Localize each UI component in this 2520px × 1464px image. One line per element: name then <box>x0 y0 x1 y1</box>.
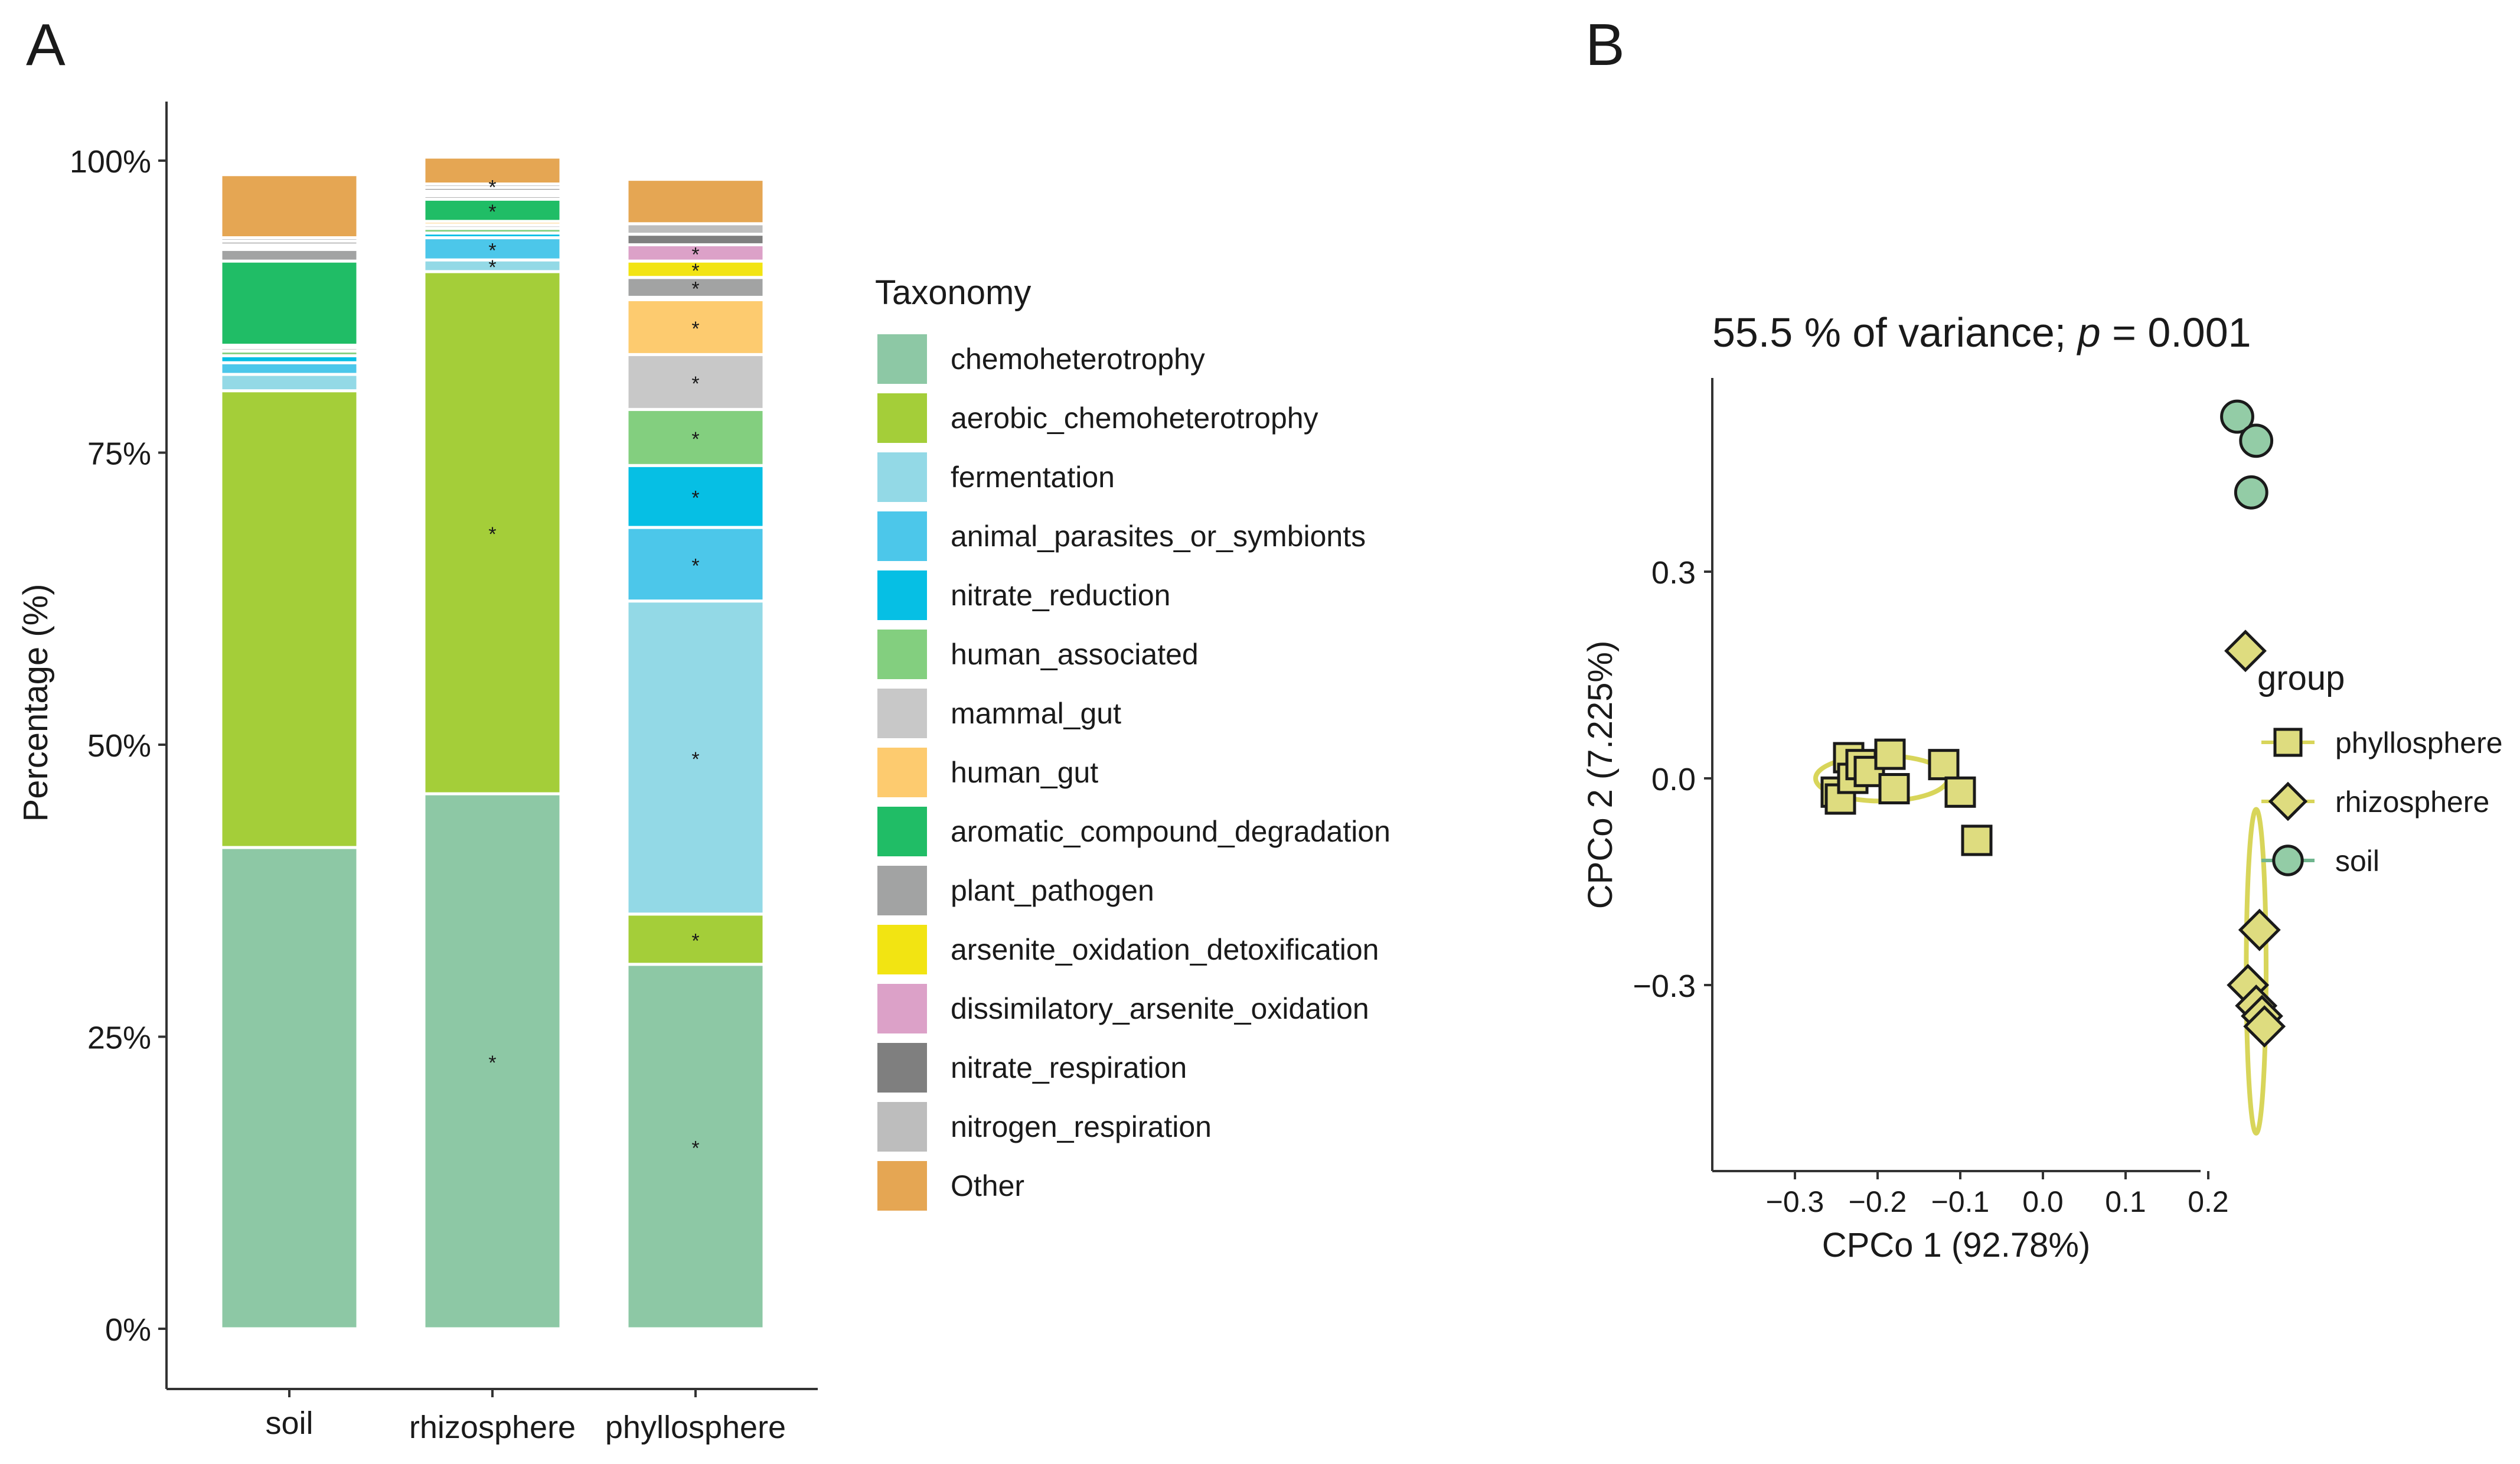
y-tick-label: 75% <box>87 436 151 472</box>
legend-label: human_gut <box>951 756 1098 789</box>
significance-marker: * <box>691 930 699 952</box>
x-tick-label: 0.0 <box>2022 1185 2064 1218</box>
legend-label: rhizosphere <box>2335 785 2489 819</box>
legend-swatch-aerobic_chemoheterotrophy <box>877 393 927 443</box>
x-axis-title: CPCo 1 (92.78%) <box>1822 1226 2091 1264</box>
bar-segment-soil-animal_parasites_or_symbionts <box>221 363 358 374</box>
y-tick-label: 0.0 <box>1651 762 1696 797</box>
legend-label: human_associated <box>951 638 1199 671</box>
legend-swatch-animal_parasites_or_symbionts <box>877 511 927 561</box>
legend-label: dissimilatory_arsenite_oxidation <box>951 992 1369 1025</box>
point-soil <box>2235 477 2267 508</box>
y-tick-label: 50% <box>87 728 151 764</box>
legend-swatch-nitrate_respiration <box>877 1043 927 1093</box>
legend-swatch-dissimilatory_arsenite_oxidation <box>877 984 927 1033</box>
significance-marker: * <box>488 239 496 262</box>
legend-label: aerobic_chemoheterotrophy <box>951 402 1318 435</box>
x-tick-label: 0.1 <box>2105 1185 2146 1218</box>
legend-label: soil <box>2335 845 2379 878</box>
legend-label: Other <box>951 1169 1024 1202</box>
legend-swatch-human_gut <box>877 748 927 797</box>
point-phyllosphere <box>1880 775 1908 803</box>
significance-marker: * <box>691 487 699 510</box>
y-tick-label: 0.3 <box>1651 555 1696 591</box>
legend-label: nitrogen_respiration <box>951 1110 1212 1143</box>
x-tick-label: rhizosphere <box>409 1410 576 1445</box>
legend-swatch-chemoheterotrophy <box>877 334 927 384</box>
legend-swatch-fermentation <box>877 452 927 502</box>
x-tick-label: −0.3 <box>1766 1185 1824 1218</box>
significance-marker: * <box>488 177 496 199</box>
significance-marker: * <box>488 201 496 223</box>
bar-segment-soil-aromatic_compound_degradation <box>221 261 358 345</box>
legend-swatch-plant_pathogen <box>877 866 927 915</box>
bar-segment-phyllosphere-nitrogen_respiration <box>627 224 764 234</box>
bar-segment-phyllosphere-Other <box>627 180 764 224</box>
significance-marker: * <box>691 243 699 266</box>
panel-label-a: A <box>26 12 66 78</box>
y-tick-label: 25% <box>87 1020 151 1056</box>
point-phyllosphere <box>1946 778 1974 806</box>
x-tick-label: −0.2 <box>1849 1185 1907 1218</box>
legend-title: group <box>2257 659 2345 697</box>
legend-swatch-nitrate_reduction <box>877 570 927 620</box>
x-tick-label: −0.1 <box>1931 1185 1990 1218</box>
significance-marker: * <box>691 1137 699 1159</box>
point-phyllosphere <box>1876 740 1904 768</box>
significance-marker: * <box>691 555 699 577</box>
legend-label: mammal_gut <box>951 697 1121 730</box>
significance-marker: * <box>691 318 699 340</box>
legend-swatch-human_associated <box>877 630 927 679</box>
legend-label: chemoheterotrophy <box>951 343 1205 376</box>
bar-stack-area <box>221 157 764 1329</box>
point-soil <box>2241 425 2272 457</box>
significance-marker: * <box>488 523 496 546</box>
significance-marker: * <box>691 428 699 451</box>
significance-marker: * <box>691 748 699 771</box>
bar-segment-soil-Other <box>221 175 358 238</box>
x-tick-label: phyllosphere <box>605 1410 786 1445</box>
point-phyllosphere <box>1930 751 1958 779</box>
legend-label: arsenite_oxidation_detoxification <box>951 933 1379 966</box>
legend-swatch-aromatic_compound_degradation <box>877 807 927 856</box>
legend-label: nitrate_respiration <box>951 1051 1187 1084</box>
bar-segment-soil-aerobic_chemoheterotrophy <box>221 391 358 847</box>
legend-label: nitrate_reduction <box>951 579 1170 612</box>
legend-swatch-nitrogen_respiration <box>877 1102 927 1152</box>
y-tick-label: 100% <box>70 144 151 180</box>
panel-label-b: B <box>1585 12 1625 78</box>
x-tick-label: soil <box>265 1406 313 1441</box>
bar-segment-soil-fermentation <box>221 374 358 391</box>
significance-marker: * <box>691 373 699 395</box>
y-tick-label: −0.3 <box>1633 969 1696 1004</box>
legend-marker-soil <box>2274 846 2302 875</box>
x-tick-label: 0.2 <box>2188 1185 2229 1218</box>
legend-marker-phyllosphere <box>2275 729 2301 755</box>
legend-label: fermentation <box>951 461 1115 494</box>
y-axis-title: Percentage (%) <box>17 584 55 822</box>
bar-segment-soil-chemoheterotrophy <box>221 847 358 1329</box>
figure: A B ***************** 0%25%50%75%100% so… <box>0 0 2520 1464</box>
point-phyllosphere <box>1963 826 1991 855</box>
legend-label: aromatic_compound_degradation <box>951 815 1390 848</box>
legend-swatch-Other <box>877 1161 927 1211</box>
legend-swatch-arsenite_oxidation_detoxification <box>877 925 927 974</box>
legend-swatch-mammal_gut <box>877 689 927 738</box>
scatter-title: 55.5 % of variance; p = 0.001 <box>1712 309 2251 356</box>
legend-label: phyllosphere <box>2335 726 2503 759</box>
legend-title: Taxonomy <box>875 273 1031 312</box>
legend-label: plant_pathogen <box>951 874 1154 907</box>
significance-marker: * <box>488 1052 496 1074</box>
y-tick-label: 0% <box>105 1312 151 1348</box>
legend-label: animal_parasites_or_symbionts <box>951 520 1366 553</box>
bar-segment-soil-plant_pathogen <box>221 249 358 261</box>
y-axis-title: CPCo 2 (7.225%) <box>1581 641 1620 909</box>
